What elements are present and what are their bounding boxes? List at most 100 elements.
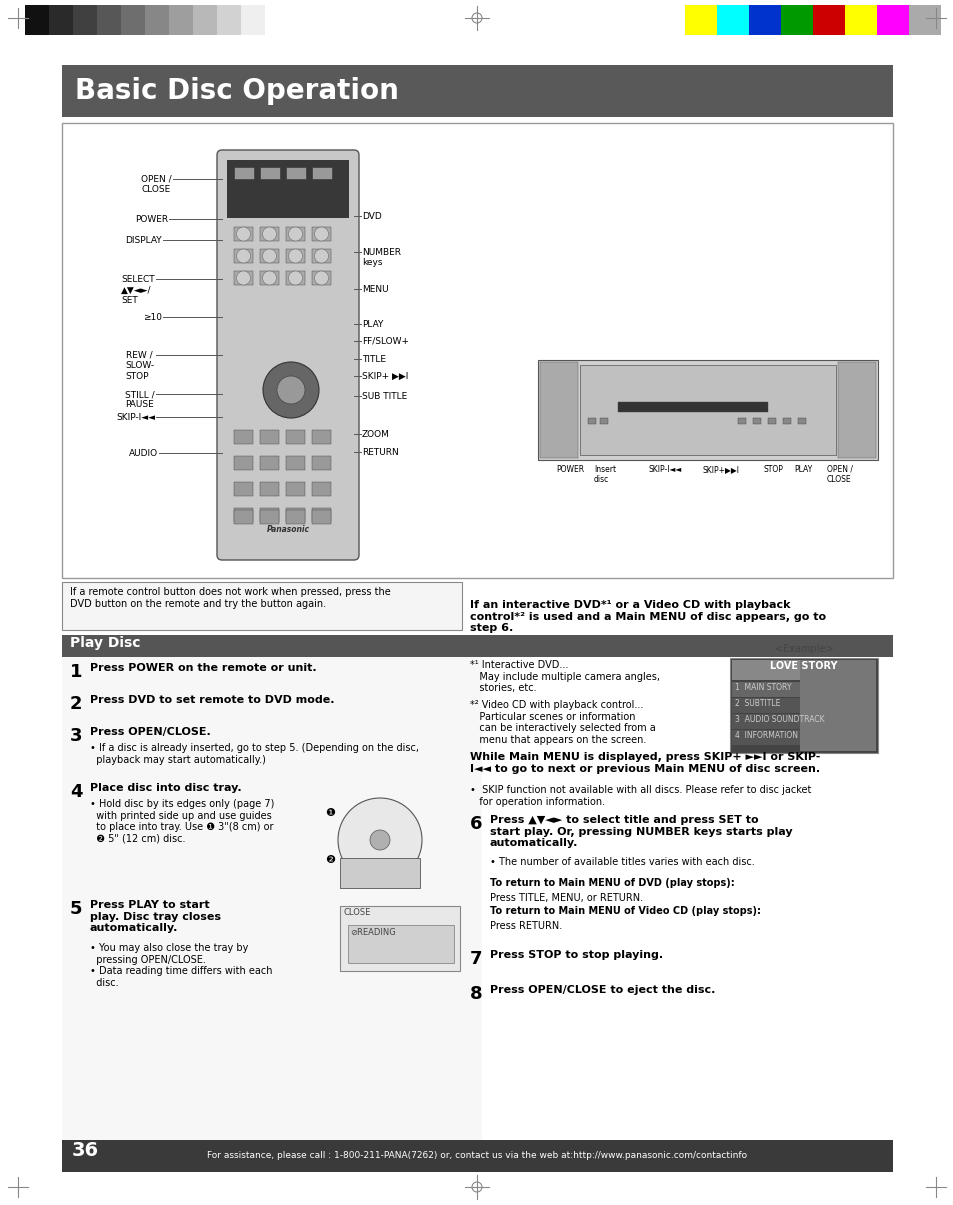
- Bar: [260, 227, 278, 241]
- Circle shape: [288, 249, 302, 263]
- Text: 1: 1: [70, 663, 82, 681]
- Text: Press PLAY to start
play. Disc tray closes
automatically.: Press PLAY to start play. Disc tray clos…: [90, 900, 221, 933]
- Bar: [539, 362, 578, 458]
- Text: ≥10: ≥10: [143, 313, 162, 322]
- Bar: [62, 123, 892, 578]
- Bar: [339, 858, 419, 888]
- Text: • You may also close the tray by
  pressing OPEN/CLOSE.
• Data reading time diff: • You may also close the tray by pressin…: [90, 944, 273, 988]
- Bar: [579, 365, 835, 455]
- Text: CLOSE: CLOSE: [344, 909, 371, 917]
- Bar: [121, 5, 145, 35]
- Bar: [62, 635, 892, 657]
- Text: 1  MAIN STORY: 1 MAIN STORY: [734, 683, 791, 692]
- Text: To return to Main MENU of DVD (play stops):: To return to Main MENU of DVD (play stop…: [490, 878, 734, 888]
- Text: Press OPEN/CLOSE to eject the disc.: Press OPEN/CLOSE to eject the disc.: [490, 984, 715, 995]
- Bar: [260, 509, 278, 522]
- Bar: [312, 249, 331, 263]
- Bar: [216, 5, 241, 35]
- Circle shape: [314, 271, 328, 286]
- Bar: [684, 5, 717, 35]
- Text: Press OPEN/CLOSE.: Press OPEN/CLOSE.: [90, 727, 211, 737]
- Bar: [233, 430, 253, 443]
- Bar: [97, 5, 121, 35]
- Bar: [312, 455, 331, 470]
- Text: Press TITLE, MENU, or RETURN.: Press TITLE, MENU, or RETURN.: [490, 893, 642, 903]
- Text: STOP: STOP: [762, 465, 782, 474]
- Bar: [145, 5, 169, 35]
- Bar: [169, 5, 193, 35]
- Text: PLAY: PLAY: [793, 465, 811, 474]
- Text: •  SKIP function not available with all discs. Please refer to disc jacket
   fo: • SKIP function not available with all d…: [470, 784, 810, 806]
- Bar: [738, 418, 745, 424]
- Bar: [286, 455, 305, 470]
- Bar: [25, 5, 49, 35]
- Text: • If a disc is already inserted, go to step 5. (Depending on the disc,
  playbac: • If a disc is already inserted, go to s…: [90, 743, 418, 765]
- Bar: [748, 5, 781, 35]
- Circle shape: [263, 362, 318, 418]
- Bar: [781, 5, 812, 35]
- Text: 2  SUBTITLE: 2 SUBTITLE: [734, 699, 780, 709]
- Circle shape: [288, 271, 302, 286]
- Text: SKIP+ ▶▶I: SKIP+ ▶▶I: [361, 372, 408, 381]
- Bar: [260, 510, 278, 524]
- Text: Press ▲▼◄► to select title and press SET to
start play. Or, pressing NUMBER keys: Press ▲▼◄► to select title and press SET…: [490, 815, 792, 848]
- Text: LOVE STORY: LOVE STORY: [769, 662, 837, 671]
- Text: REW /
SLOW-
STOP: REW / SLOW- STOP: [126, 351, 154, 381]
- Bar: [618, 402, 767, 412]
- Bar: [767, 418, 775, 424]
- Circle shape: [276, 376, 305, 404]
- Text: POWER: POWER: [556, 465, 583, 474]
- Text: RETURN: RETURN: [361, 448, 398, 457]
- Circle shape: [314, 249, 328, 263]
- Bar: [193, 5, 216, 35]
- Bar: [286, 509, 305, 522]
- Bar: [233, 227, 253, 241]
- Circle shape: [262, 271, 276, 286]
- Text: STILL /
PAUSE: STILL / PAUSE: [125, 390, 154, 410]
- Bar: [797, 418, 805, 424]
- Text: OPEN /
CLOSE: OPEN / CLOSE: [141, 175, 172, 194]
- Text: Press STOP to stop playing.: Press STOP to stop playing.: [490, 950, 662, 960]
- Text: ZOOM: ZOOM: [361, 430, 390, 439]
- Bar: [782, 418, 790, 424]
- Text: 7: 7: [470, 950, 482, 968]
- Circle shape: [262, 227, 276, 241]
- Bar: [729, 658, 877, 753]
- Bar: [731, 682, 875, 696]
- Text: Press POWER on the remote or unit.: Press POWER on the remote or unit.: [90, 663, 316, 674]
- Bar: [876, 5, 908, 35]
- Text: 3: 3: [70, 727, 82, 745]
- Text: ❷: ❷: [325, 856, 335, 865]
- Text: SKIP+▶▶I: SKIP+▶▶I: [701, 465, 739, 474]
- Bar: [260, 271, 278, 286]
- Text: DISPLAY: DISPLAY: [125, 236, 162, 245]
- Bar: [233, 455, 253, 470]
- Text: FF/SLOW+: FF/SLOW+: [361, 337, 409, 346]
- Bar: [752, 418, 760, 424]
- Text: SKIP-I◄◄: SKIP-I◄◄: [116, 413, 154, 422]
- Text: 4  INFORMATION: 4 INFORMATION: [734, 731, 797, 740]
- Circle shape: [236, 249, 251, 263]
- Bar: [731, 715, 875, 729]
- Text: <Example>: <Example>: [774, 643, 832, 654]
- Circle shape: [262, 249, 276, 263]
- Bar: [844, 5, 876, 35]
- Circle shape: [288, 227, 302, 241]
- Text: Press DVD to set remote to DVD mode.: Press DVD to set remote to DVD mode.: [90, 695, 335, 705]
- Bar: [233, 271, 253, 286]
- Bar: [312, 482, 331, 496]
- Bar: [62, 657, 481, 1157]
- Bar: [241, 5, 265, 35]
- Circle shape: [314, 227, 328, 241]
- Text: 3  AUDIO SOUNDTRACK: 3 AUDIO SOUNDTRACK: [734, 715, 823, 724]
- Bar: [286, 249, 305, 263]
- Text: Panasonic: Panasonic: [266, 525, 309, 535]
- Text: 6: 6: [470, 815, 482, 833]
- Text: If an interactive DVD*¹ or a Video CD with playback
control*² is used and a Main: If an interactive DVD*¹ or a Video CD wi…: [470, 600, 825, 633]
- Bar: [286, 430, 305, 443]
- Bar: [731, 660, 875, 680]
- Bar: [312, 430, 331, 443]
- Bar: [312, 227, 331, 241]
- Text: DVD: DVD: [361, 212, 381, 221]
- Bar: [62, 582, 461, 630]
